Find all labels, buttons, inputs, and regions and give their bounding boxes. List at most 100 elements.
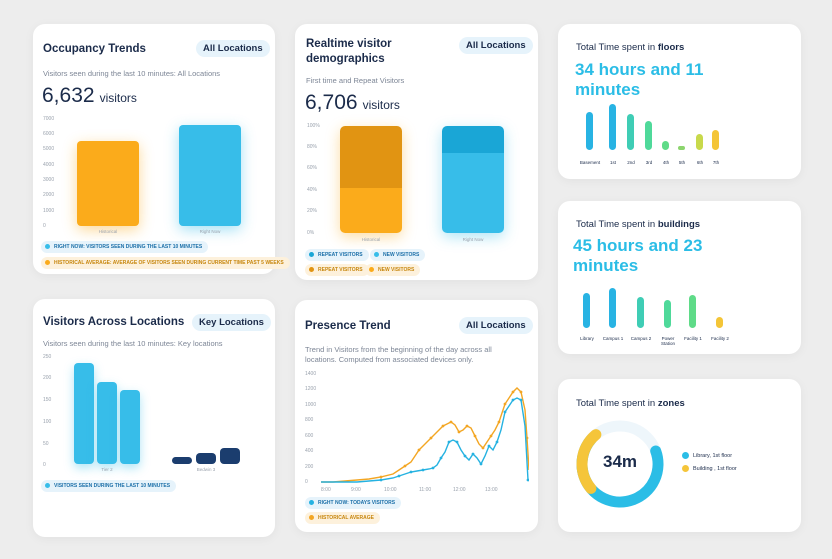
bar-label: Right Now [462, 237, 484, 242]
historical-stacked-bar [340, 126, 402, 233]
floor-bar-7th [712, 130, 719, 150]
y-tick: 250 [43, 354, 52, 360]
across-location-button[interactable]: Key Locations [192, 314, 271, 331]
legend-visitors-last-10[interactable]: VISITORS SEEN DURING THE LAST 10 MINUTES [41, 480, 177, 492]
historical-points [379, 390, 529, 479]
across-subtitle: Visitors seen during the last 10 minutes… [43, 339, 223, 348]
building-label: Power Station [660, 336, 675, 346]
group-label: Bedwin 3 [196, 467, 216, 472]
legend-new-visitors-hist[interactable]: NEW VISITORS [365, 264, 421, 276]
tier-bar-2 [97, 382, 117, 464]
zone-legend-building[interactable]: Building , 1st floor [682, 465, 737, 472]
floor-bar-basement [586, 112, 593, 150]
occupancy-count: 6,632 [42, 84, 95, 107]
bar-label: Historical [361, 237, 381, 242]
building-bar-campus2 [637, 297, 644, 328]
occupancy-unit: visitors [99, 91, 137, 105]
zone-arc-building [576, 420, 664, 508]
floor-bar-6th [696, 134, 703, 150]
bedwin-bar-3 [220, 448, 240, 464]
new-segment [442, 153, 504, 233]
bar-label: Right Now [199, 229, 221, 234]
floor-label: Basement [579, 160, 601, 165]
y-tick: 3000 [43, 177, 55, 183]
presence-location-button[interactable]: All Locations [459, 317, 533, 334]
floor-bar-5th [678, 146, 685, 150]
y-tick: 50 [43, 441, 49, 447]
y-tick: 0% [307, 230, 315, 236]
occupancy-title: Occupancy Trends [43, 43, 146, 55]
x-tick: 13:00 [485, 487, 498, 493]
legend-historical-average[interactable]: HISTORICAL AVERAGE [305, 512, 380, 524]
across-title: Visitors Across Locations [43, 316, 185, 328]
new-segment [340, 188, 402, 233]
legend-todays-visitors[interactable]: RIGHT NOW: TODAYS VISITORS [305, 497, 402, 509]
floor-bar-1st [609, 104, 616, 150]
legend-historical[interactable]: HISTORICAL AVERAGE: AVERAGE OF VISITORS … [41, 257, 290, 269]
demographics-subtitle: First time and Repeat Visitors [306, 76, 405, 85]
occupancy-trends-card: Occupancy Trends All Locations Visitors … [33, 24, 290, 274]
y-tick: 20% [307, 208, 318, 214]
x-tick: 8:00 [321, 487, 331, 493]
y-tick: 200 [43, 375, 52, 381]
floor-bar-4th [662, 141, 669, 150]
building-bar-facility2 [716, 317, 723, 328]
demographics-title: Realtime visitor demographics [306, 38, 392, 65]
y-tick: 0 [43, 462, 46, 468]
y-tick: 7000 [43, 116, 55, 122]
occupancy-subtitle: Visitors seen during the last 10 minutes… [43, 69, 221, 78]
x-tick: 11:00 [419, 487, 432, 493]
buildings-value: 45 hours and 23 minutes [573, 236, 703, 275]
x-tick: 10:00 [384, 487, 397, 493]
legend-right-now[interactable]: RIGHT NOW: VISITORS SEEN DURING THE LAST… [41, 241, 209, 253]
historical-bar [77, 141, 139, 226]
buildings-card: Total Time spent in buildings 45 hours a… [558, 201, 801, 354]
bar-label: Historical [98, 229, 118, 234]
floor-bar-2nd [627, 114, 634, 150]
today-points [379, 398, 529, 482]
buildings-title: Total Time spent in buildings [576, 219, 701, 230]
occupancy-location-button[interactable]: All Locations [196, 40, 270, 57]
building-label: Facility 2 [711, 336, 729, 341]
presence-lines [321, 387, 529, 483]
building-label: Campus 2 [630, 336, 652, 341]
x-tick: 9:00 [351, 487, 361, 493]
zones-donut [576, 420, 664, 508]
zone-legend-library[interactable]: Library, 1st floor [682, 452, 732, 459]
y-tick: 1200 [305, 386, 317, 392]
right-now-stacked-bar [442, 126, 504, 233]
demographics-value: 6,706 visitors [305, 91, 400, 115]
floor-label: 6th [696, 160, 704, 165]
building-bar-facility1 [689, 295, 696, 328]
floor-label: 7th [712, 160, 720, 165]
legend-repeat-visitors-hist[interactable]: REPEAT VISITORS [305, 264, 369, 276]
zones-center-value: 34m [602, 452, 638, 471]
floor-label: 2nd [627, 160, 635, 165]
today-line [321, 397, 529, 483]
presence-trend-card: Presence Trend All Locations Trend in Vi… [295, 300, 538, 532]
building-bar-campus1 [609, 288, 616, 328]
y-tick: 100 [43, 419, 52, 425]
group-label: Tier 2 [101, 467, 113, 472]
y-tick: 1000 [305, 402, 317, 408]
demographics-card: Realtime visitor demographics All Locati… [295, 24, 538, 280]
legend-repeat-visitors-now[interactable]: REPEAT VISITORS [305, 249, 369, 261]
y-tick: 200 [305, 464, 314, 470]
y-tick: 2000 [43, 192, 55, 198]
y-tick: 1400 [305, 371, 317, 377]
zones-title: Total Time spent in zones [576, 398, 685, 409]
floors-title: Total Time spent in floors [576, 42, 685, 53]
demographics-location-button[interactable]: All Locations [459, 37, 533, 54]
dot-icon [682, 465, 689, 472]
tier-bar-3 [120, 390, 140, 464]
building-bar-power-station [664, 300, 671, 328]
building-label: Facility 1 [684, 336, 702, 341]
y-tick: 600 [305, 433, 314, 439]
bedwin-bar-1 [172, 457, 192, 464]
floor-label: 1st [609, 160, 616, 165]
building-bar-library [583, 293, 590, 328]
floor-label: 5th [678, 160, 686, 165]
zones-card: Total Time spent in zones 34m Library, 1… [558, 379, 801, 532]
legend-new-visitors-now[interactable]: NEW VISITORS [370, 249, 426, 261]
floors-value: 34 hours and 11 minutes [575, 60, 704, 99]
